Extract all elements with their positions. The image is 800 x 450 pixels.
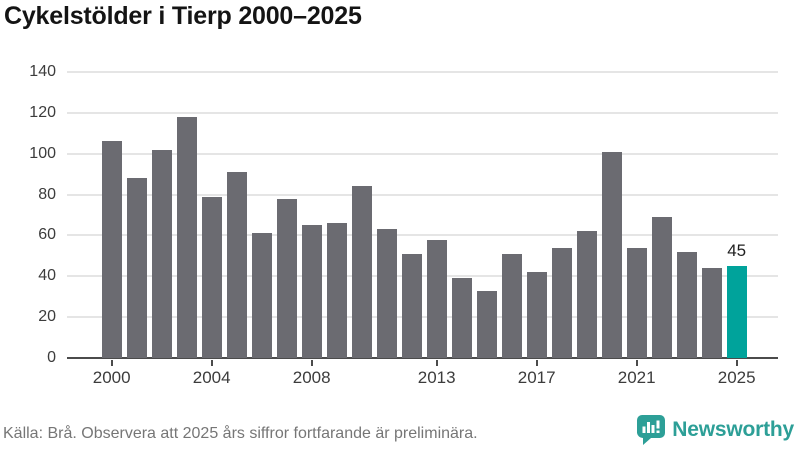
gridline <box>67 152 778 155</box>
bar-2015 <box>476 290 497 358</box>
bar-2009 <box>326 223 347 358</box>
newsworthy-logo: Newsworthy <box>637 415 794 445</box>
bar-2003 <box>176 116 197 358</box>
gridline <box>67 275 778 278</box>
bar-2002 <box>151 149 172 358</box>
bar-2014 <box>451 278 472 358</box>
y-axis-label: 0 <box>47 349 56 366</box>
bar-2019 <box>576 231 597 358</box>
bar-chart: 45 0 20 40 60 80 100 120 140 2000 2004 2008 2013 201… <box>29 63 778 387</box>
bar-2022 <box>651 217 672 358</box>
bar-2010 <box>351 186 372 358</box>
x-axis-tick <box>735 360 738 366</box>
x-axis-label: 2013 <box>417 368 456 387</box>
bar-2012 <box>401 253 422 358</box>
newsworthy-logo-icon <box>637 415 666 445</box>
newsworthy-logo-text: Newsworthy <box>672 418 794 441</box>
y-axis-label: 100 <box>29 144 56 162</box>
gridline <box>67 316 778 319</box>
bar-2005 <box>226 172 247 358</box>
bar-2021 <box>626 247 647 358</box>
bar-2001 <box>126 178 147 358</box>
bar-2017 <box>526 272 547 358</box>
x-axis-tick <box>435 360 438 366</box>
x-axis-label: 2008 <box>292 368 331 387</box>
bar-2013 <box>426 239 447 358</box>
x-axis-label: 2000 <box>92 368 131 387</box>
x-axis-line <box>67 357 778 359</box>
x-axis-label: 2021 <box>617 368 656 387</box>
x-axis-tick <box>210 360 213 366</box>
gridline <box>67 71 778 73</box>
bar-2004 <box>201 196 222 358</box>
x-axis-tick <box>310 360 313 366</box>
gridline <box>67 193 778 196</box>
value-label-2025: 45 <box>727 241 747 261</box>
bar-2023 <box>676 251 697 358</box>
bar-2020 <box>601 151 622 358</box>
bar-2016 <box>501 253 522 358</box>
bar-2025 <box>726 266 747 358</box>
x-axis-tick <box>110 360 113 366</box>
x-axis-tick <box>635 360 638 366</box>
bar-2000 <box>101 141 122 358</box>
bar-2008 <box>301 225 322 358</box>
bar-2024 <box>701 268 722 358</box>
x-axis-tick <box>535 360 538 366</box>
x-axis-label: 2004 <box>192 368 231 387</box>
y-axis-label: 40 <box>38 267 56 285</box>
y-axis-label: 60 <box>38 226 56 244</box>
gridline <box>67 234 778 237</box>
bar-2006 <box>251 233 272 358</box>
y-axis-label: 20 <box>38 308 56 326</box>
y-axis-label: 80 <box>38 185 56 203</box>
bar-2007 <box>276 198 297 358</box>
x-axis-label: 2017 <box>517 368 556 387</box>
y-axis-label: 140 <box>29 63 56 80</box>
bar-2018 <box>551 247 572 358</box>
bar-2011 <box>376 229 397 358</box>
source-note: Källa: Brå. Observera att 2025 års siffr… <box>3 425 478 442</box>
chart-title: Cykelstölder i Tierp 2000–2025 <box>4 2 362 30</box>
plot-area: 45 <box>67 71 778 366</box>
gridline <box>67 111 778 114</box>
y-axis-label: 120 <box>29 103 56 121</box>
x-axis-label: 2025 <box>717 368 756 387</box>
